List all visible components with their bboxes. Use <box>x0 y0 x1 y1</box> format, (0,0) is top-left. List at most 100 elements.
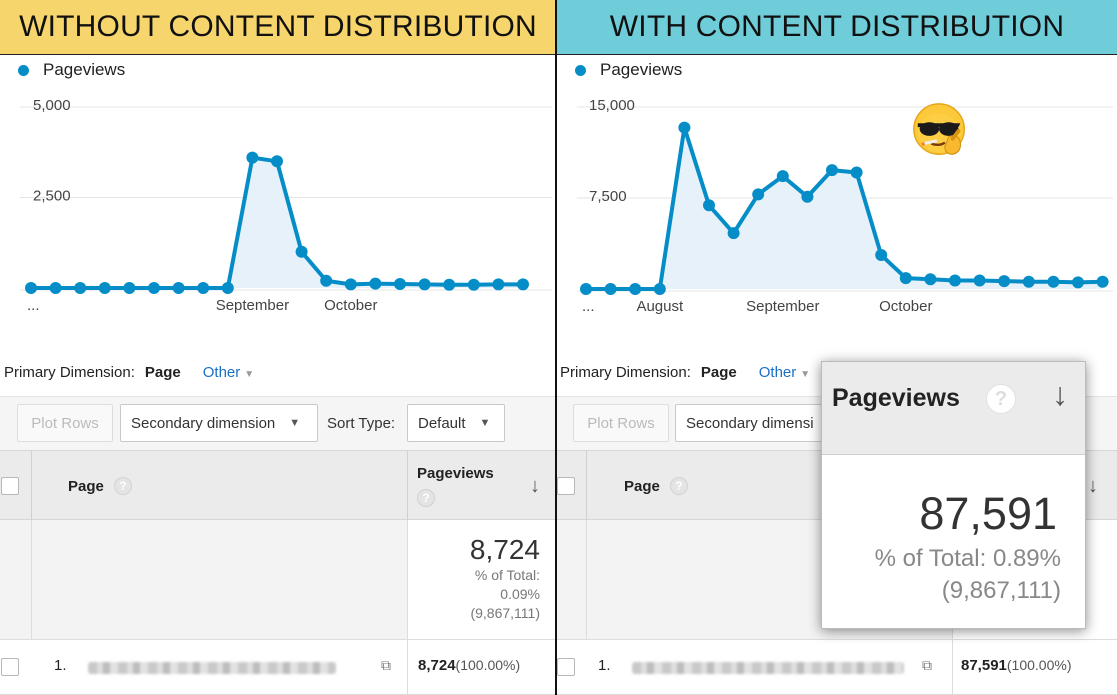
data-point[interactable] <box>826 164 838 177</box>
data-point[interactable] <box>49 282 62 294</box>
data-point[interactable] <box>172 282 185 294</box>
data-point[interactable] <box>394 278 406 291</box>
data-point[interactable] <box>580 283 592 295</box>
select-all-checkbox[interactable] <box>1 477 19 495</box>
other-label: Other <box>758 364 797 381</box>
select-all-checkbox[interactable] <box>557 477 575 495</box>
column-header-page-label: Page <box>68 477 104 495</box>
column-divider <box>952 640 953 695</box>
data-point[interactable] <box>653 283 666 295</box>
pageviews-chart[interactable]: 5,000 2,500... September October <box>0 90 556 330</box>
data-point[interactable] <box>1072 276 1084 289</box>
sort-descending-icon[interactable]: ↓ <box>1088 475 1098 497</box>
legend-dot-icon <box>575 64 586 76</box>
column-divider <box>407 451 408 521</box>
row-pageviews-value: 87,591 <box>961 657 1007 674</box>
help-icon[interactable]: ? <box>417 489 435 507</box>
help-icon[interactable]: ? <box>986 384 1016 414</box>
data-point[interactable] <box>467 278 480 291</box>
primary-dimension-other[interactable]: Other ▼ <box>203 364 254 381</box>
row-checkbox[interactable] <box>1 658 19 676</box>
data-point[interactable] <box>998 275 1011 288</box>
secondary-dimension-label: Secondary dimension <box>131 414 276 432</box>
banner-title: WITH CONTENT DISTRIBUTION <box>557 0 1117 55</box>
data-point[interactable] <box>727 227 740 240</box>
external-link-icon[interactable]: ⧉ <box>922 657 932 673</box>
data-point[interactable] <box>123 282 136 294</box>
data-point[interactable] <box>517 278 529 291</box>
data-point[interactable] <box>850 166 863 179</box>
data-point[interactable] <box>899 272 912 285</box>
data-point[interactable] <box>776 170 789 183</box>
column-header-page[interactable]: Page ? <box>624 477 688 495</box>
external-link-icon[interactable]: ⧉ <box>381 657 391 673</box>
data-point[interactable] <box>221 282 234 294</box>
totals-pageviews-cell: 8,724 % of Total: 0.09% (9,867,111) <box>407 520 556 639</box>
plot-rows-button[interactable]: Plot Rows <box>17 404 113 442</box>
column-divider <box>31 520 32 640</box>
data-point[interactable] <box>418 278 431 291</box>
data-point[interactable] <box>271 155 283 168</box>
data-point[interactable] <box>492 278 505 291</box>
sort-type-value: Default <box>418 414 466 432</box>
column-header-page[interactable]: Page ? <box>68 477 132 495</box>
data-point[interactable] <box>369 277 382 290</box>
chevron-down-icon: ▼ <box>244 369 255 380</box>
data-point[interactable] <box>197 282 210 294</box>
sort-descending-icon[interactable]: ↓ <box>530 475 540 497</box>
secondary-dimension-select[interactable]: Secondary dimension ▼ <box>120 404 318 442</box>
column-header-pageviews[interactable]: Pageviews <box>417 465 494 482</box>
x-tick-label: ... <box>27 297 40 314</box>
series-line <box>586 125 1103 291</box>
y-tick-label: 5,000 <box>33 97 71 114</box>
primary-dimension-page[interactable]: Page <box>144 364 181 381</box>
data-point[interactable] <box>25 282 37 294</box>
data-point[interactable] <box>1096 275 1109 288</box>
plot-rows-button[interactable]: Plot Rows <box>573 404 669 442</box>
help-icon[interactable]: ? <box>113 477 132 495</box>
data-point[interactable] <box>295 245 308 258</box>
primary-dimension-row: Primary Dimension: Page Other ▼ <box>4 364 254 381</box>
sort-descending-icon[interactable]: ↓ <box>1052 376 1068 412</box>
panel-without-distribution: WITHOUT CONTENT DISTRIBUTION Pageviews 5… <box>0 0 556 695</box>
data-point[interactable] <box>74 282 87 294</box>
data-point[interactable] <box>973 274 986 287</box>
data-point[interactable] <box>604 283 617 295</box>
data-point[interactable] <box>801 190 814 203</box>
data-point[interactable] <box>752 188 765 201</box>
blurred-page-url[interactable] <box>632 662 904 674</box>
data-point[interactable] <box>148 282 160 294</box>
data-point[interactable] <box>949 274 961 287</box>
sort-type-select[interactable]: Default ▼ <box>407 404 505 442</box>
column-header-page-label: Page <box>624 477 660 495</box>
data-point[interactable] <box>246 151 259 164</box>
primary-dimension-other[interactable]: Other ▼ <box>759 364 810 381</box>
chart-legend[interactable]: Pageviews <box>575 60 682 80</box>
chart-legend[interactable]: Pageviews <box>18 60 125 80</box>
primary-dimension-page[interactable]: Page <box>700 364 737 381</box>
pageviews-zoom-callout: Pageviews ? ↓ 87,591 % of Total: 0.89% (… <box>821 361 1086 629</box>
total-pct-label: % of Total: <box>474 567 540 583</box>
data-point[interactable] <box>629 283 642 295</box>
callout-header: Pageviews ? ↓ <box>822 362 1085 455</box>
data-point[interactable] <box>924 273 937 286</box>
row-pageviews: 87,591(100.00%) <box>961 657 1071 674</box>
x-tick-label: August <box>636 298 684 315</box>
data-point[interactable] <box>1047 275 1060 288</box>
blurred-page-url[interactable] <box>88 662 336 674</box>
data-point[interactable] <box>875 249 888 262</box>
data-point[interactable] <box>1022 275 1035 288</box>
row-checkbox[interactable] <box>557 658 575 676</box>
data-point[interactable] <box>443 278 456 291</box>
data-point[interactable] <box>98 282 111 294</box>
data-point[interactable] <box>320 274 333 287</box>
dropdown-arrow-icon: ▼ <box>289 417 301 429</box>
table-header: Page ? Pageviews ? ↓ <box>0 450 556 521</box>
data-point[interactable] <box>678 121 691 134</box>
data-point[interactable] <box>703 199 715 212</box>
primary-dimension-label: Primary Dimension: <box>4 364 135 381</box>
pageviews-chart[interactable]: 15,000 7,500... August September October <box>557 90 1117 330</box>
data-point[interactable] <box>344 278 357 291</box>
sort-type-label: Sort Type: <box>327 415 396 432</box>
help-icon[interactable]: ? <box>669 477 688 495</box>
